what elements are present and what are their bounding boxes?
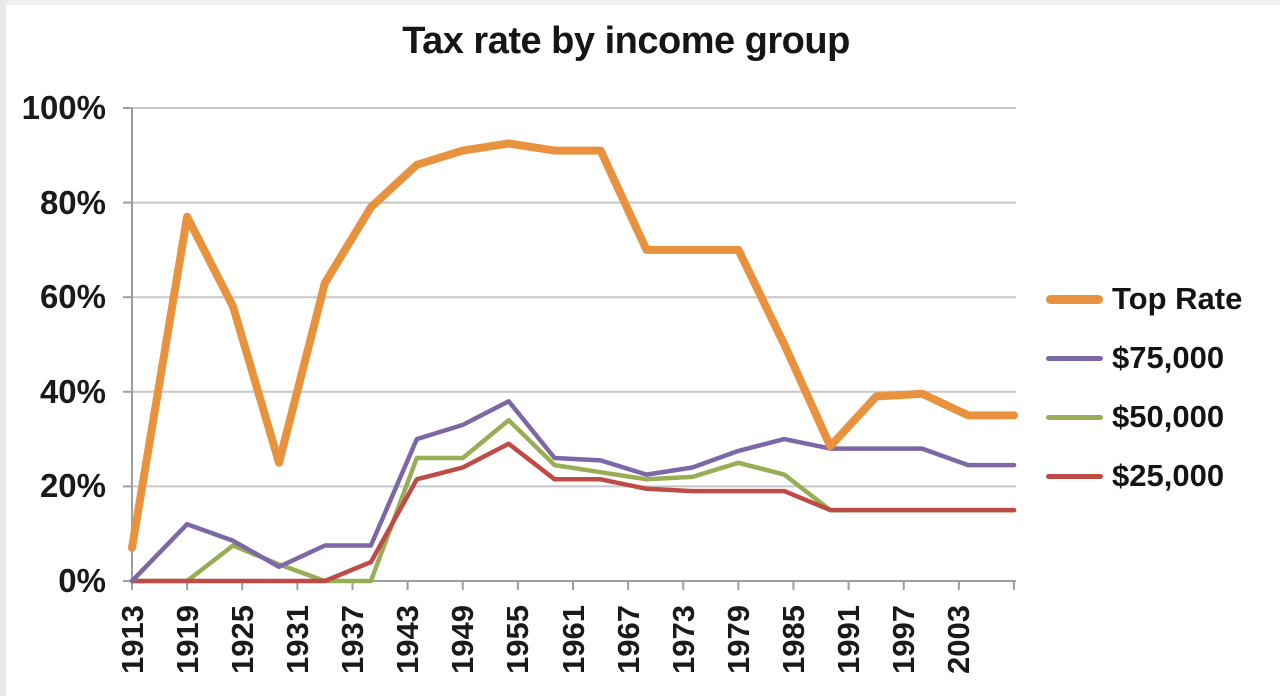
legend-label: $75,000: [1112, 340, 1225, 375]
legend-item: Top Rate: [1046, 281, 1242, 317]
legend-line-swatch: [1046, 414, 1103, 420]
x-axis-label: 1943: [390, 605, 426, 674]
legend-line-swatch: [1046, 355, 1103, 361]
y-axis-label: 0%: [58, 562, 106, 599]
y-axis-label: 20%: [39, 467, 106, 505]
x-axis-label: 1991: [831, 605, 867, 674]
y-axis-label: 100%: [21, 89, 106, 126]
x-axis-label: 1919: [169, 605, 205, 674]
x-axis-label: 1949: [445, 605, 481, 674]
series-line-25-000: [129, 441, 1017, 584]
x-axis-label: 1937: [335, 605, 370, 674]
legend-label: $25,000: [1112, 458, 1225, 493]
x-axis-label: 2003: [941, 605, 977, 674]
y-axis-label: 40%: [39, 372, 106, 410]
legend: Top Rate $75,000 $50,000 $25,000: [1046, 281, 1242, 494]
x-axis-label: 1913: [114, 605, 150, 674]
legend-label: Top Rate: [1112, 281, 1243, 316]
series-line-75-000: [129, 399, 1017, 584]
x-axis-label: 1985: [776, 605, 811, 674]
legend-line-swatch: [1046, 294, 1103, 304]
legend-line-swatch: [1046, 473, 1103, 479]
screen-edge-left: [0, 0, 6, 696]
y-axis-label: 60%: [39, 278, 106, 316]
screen-edge-top: [0, 0, 1280, 5]
legend-item: $25,000: [1046, 458, 1242, 494]
x-axis-label: 1973: [665, 605, 701, 674]
series-line-top-rate: [128, 139, 1018, 552]
x-axis-label: 1931: [279, 605, 315, 674]
legend-item: $75,000: [1046, 340, 1242, 376]
x-axis-label: 1967: [610, 605, 646, 674]
x-axis-label: 1979: [720, 605, 756, 674]
chart-title: Tax rate by income group: [402, 20, 850, 62]
x-axis-label: 1955: [500, 605, 536, 674]
x-axis-label: 1961: [555, 605, 591, 674]
x-axis-label: 1925: [224, 605, 260, 674]
legend-item: $50,000: [1046, 399, 1242, 435]
y-axis-label: 80%: [39, 183, 106, 221]
x-axis-label: 1997: [886, 605, 922, 674]
legend-label: $50,000: [1112, 399, 1225, 434]
